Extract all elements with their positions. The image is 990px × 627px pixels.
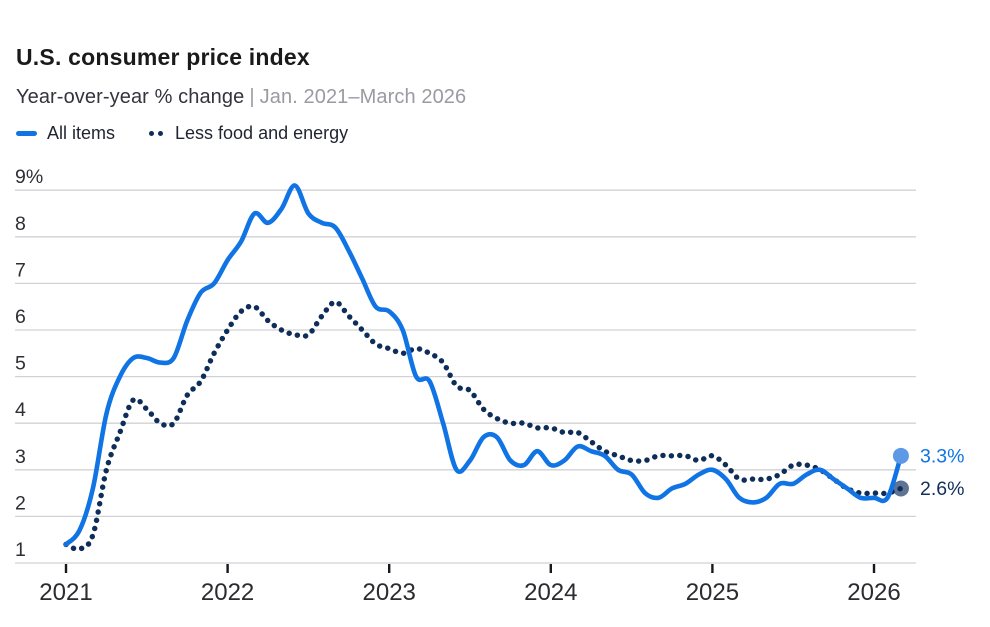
y-tick-label: 1	[15, 539, 26, 561]
chart-legend: All items Less food and energy	[16, 123, 348, 144]
end-dot-all-items	[892, 447, 909, 464]
y-tick-label: 8	[15, 213, 26, 235]
x-tick-label: 2021	[39, 579, 92, 606]
page-title: U.S. consumer price index	[16, 44, 310, 71]
y-tick-label: 2	[15, 492, 26, 514]
x-tick-label: 2026	[847, 579, 900, 606]
subtitle-date-range: Jan. 2021–March 2026	[259, 86, 467, 108]
x-tick-label: 2022	[201, 579, 254, 606]
x-tick-label: 2024	[524, 579, 577, 606]
chart-subtitle: Year-over-year % change | Jan. 2021–March …	[16, 86, 466, 109]
end-value-label-less-food-and-energy: 2.6%	[920, 478, 964, 500]
series-line-less-food-and-energy	[63, 299, 904, 552]
legend-label-less-food-and-energy: Less food and energy	[175, 123, 349, 143]
y-tick-label: 7	[15, 259, 26, 281]
y-tick-label: 6	[15, 306, 26, 328]
series-line-all-items	[63, 183, 904, 547]
end-value-label-all-items: 3.3%	[920, 445, 964, 467]
y-tick-label: 5	[15, 353, 26, 375]
legend-item-all-items: All items	[16, 123, 115, 144]
subtitle-separator: |	[249, 86, 255, 108]
legend-label-all-items: All items	[47, 123, 116, 143]
x-tick-label: 2023	[363, 579, 416, 606]
legend-item-less-food-and-energy: Less food and energy	[149, 123, 348, 144]
y-tick-label: 9%	[15, 166, 43, 188]
less-food-and-energy-dotted-swatch	[149, 131, 164, 136]
subtitle-measure: Year-over-year % change	[16, 86, 245, 108]
x-tick-label: 2025	[686, 579, 739, 606]
y-tick-label: 4	[15, 399, 26, 421]
y-tick-label: 3	[15, 446, 26, 468]
all-items-line-swatch	[16, 131, 37, 136]
